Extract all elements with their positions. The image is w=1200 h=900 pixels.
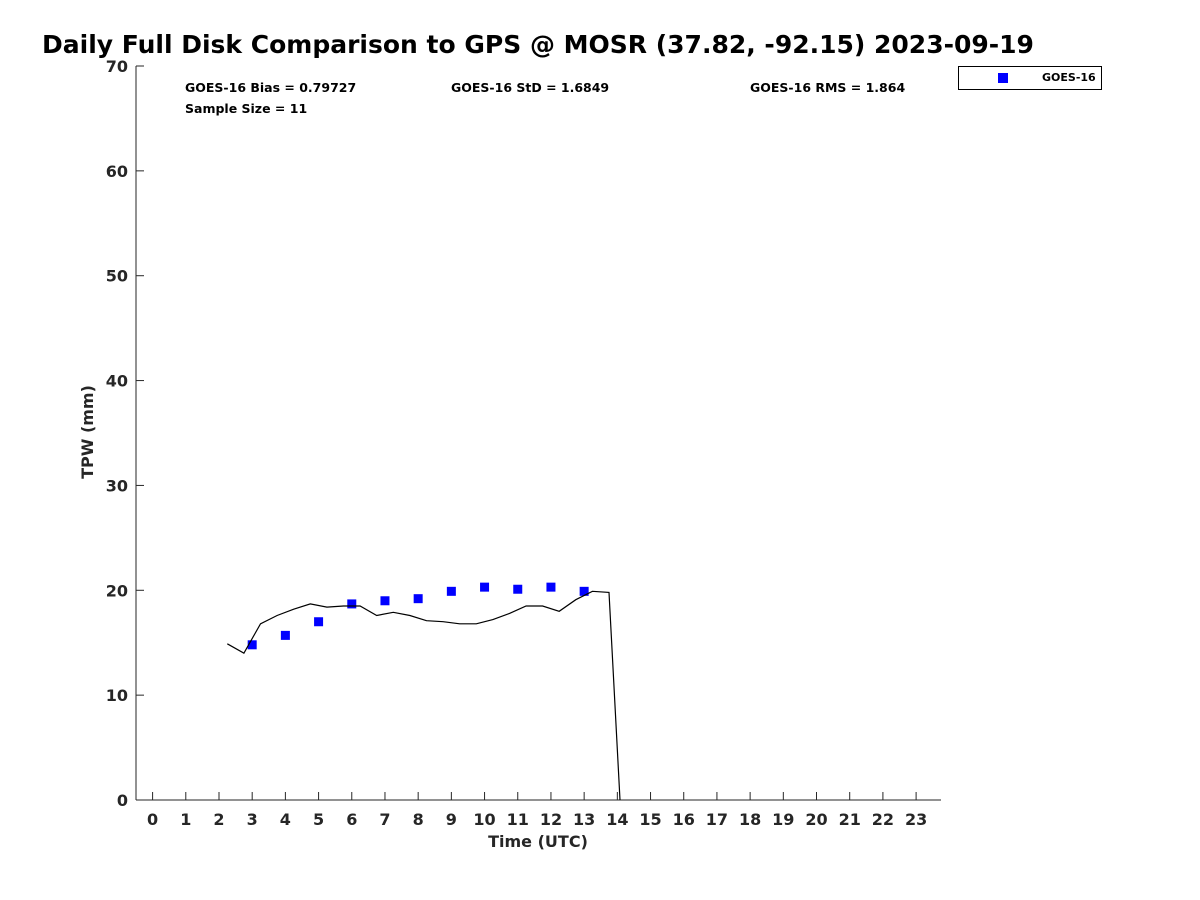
stat-bias: GOES-16 Bias = 0.79727	[185, 80, 356, 95]
data-point	[280, 630, 290, 640]
data-point	[579, 586, 589, 596]
x-tick-label: 1	[180, 810, 191, 829]
data-point	[480, 582, 490, 592]
y-axis-label: TPW (mm)	[78, 385, 97, 479]
tick-labels: 0 1 2 3 4 5 6 7 8 9 10 11 12 13 14 15 16 17 18 19 20 21 22 2301…	[106, 57, 928, 829]
legend-label: GOES-16	[1042, 71, 1096, 84]
data-point	[513, 584, 523, 594]
x-tick-label: 10	[473, 810, 495, 829]
y-tick-label: 30	[106, 476, 128, 495]
x-tick-label: 0	[147, 810, 158, 829]
x-tick-label: 12	[540, 810, 562, 829]
x-tick-label: 9	[446, 810, 457, 829]
data-point	[247, 640, 257, 650]
stat-sample-size: Sample Size = 11	[185, 101, 307, 116]
x-tick-label: 21	[839, 810, 861, 829]
legend-marker	[998, 73, 1008, 83]
x-tick-label: 15	[639, 810, 661, 829]
x-tick-label: 14	[606, 810, 628, 829]
x-tick-label: 19	[772, 810, 794, 829]
legend-box	[958, 66, 1102, 90]
series-layer	[227, 582, 621, 801]
x-tick-label: 22	[872, 810, 894, 829]
tick-marks	[136, 65, 917, 801]
x-tick-label: 8	[413, 810, 424, 829]
stat-std: GOES-16 StD = 1.6849	[451, 80, 609, 95]
y-tick-label: 20	[106, 581, 128, 600]
x-tick-label: 23	[905, 810, 927, 829]
data-point	[380, 596, 390, 606]
x-tick-label: 5	[313, 810, 324, 829]
x-tick-label: 20	[805, 810, 827, 829]
x-tick-label: 18	[739, 810, 761, 829]
chart-title: Daily Full Disk Comparison to GPS @ MOSR…	[42, 30, 1034, 59]
y-tick-label: 60	[106, 162, 128, 181]
data-point	[347, 599, 357, 609]
x-tick-label: 2	[213, 810, 224, 829]
x-tick-label: 3	[247, 810, 258, 829]
axes	[135, 66, 941, 801]
y-tick-label: 0	[117, 791, 128, 810]
y-tick-label: 10	[106, 686, 128, 705]
x-axis-label: Time (UTC)	[488, 832, 588, 851]
x-tick-label: 11	[507, 810, 529, 829]
legend: GOES-16	[958, 66, 1102, 90]
x-tick-label: 4	[280, 810, 291, 829]
x-tick-label: 6	[346, 810, 357, 829]
data-point	[546, 582, 556, 592]
x-tick-label: 7	[379, 810, 390, 829]
stat-rms: GOES-16 RMS = 1.864	[750, 80, 905, 95]
y-tick-label: 40	[106, 372, 128, 391]
x-tick-label: 17	[706, 810, 728, 829]
x-tick-label: 13	[573, 810, 595, 829]
y-tick-label: 70	[106, 57, 128, 76]
data-point	[413, 594, 423, 604]
data-point	[314, 617, 324, 627]
y-tick-label: 50	[106, 267, 128, 286]
data-point	[446, 586, 456, 596]
gps-tpw-line	[227, 590, 621, 801]
x-tick-label: 16	[673, 810, 695, 829]
